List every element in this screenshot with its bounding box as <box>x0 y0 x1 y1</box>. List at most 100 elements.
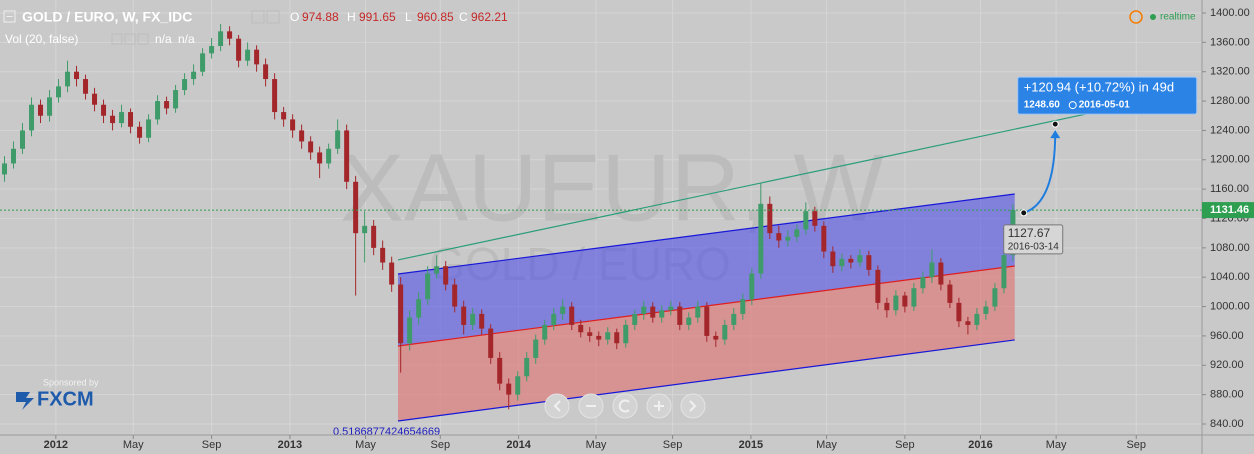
x-tick-label: 2014 <box>506 439 531 451</box>
candle-body <box>893 295 899 311</box>
candle-body <box>236 38 242 61</box>
sponsor-logo[interactable]: FXCM <box>16 388 94 410</box>
candle-body <box>938 262 944 285</box>
channel-upper-fill <box>397 193 1015 346</box>
candle-body <box>245 49 251 61</box>
candle-body <box>101 104 107 116</box>
y-tick-label: 1040.00 <box>1210 271 1250 283</box>
icon[interactable] <box>111 33 123 45</box>
candle-body <box>209 46 215 54</box>
projection-box <box>1017 76 1198 115</box>
last-price-tag <box>1202 202 1254 219</box>
candle-body <box>839 258 845 267</box>
candle-body <box>227 31 233 39</box>
reset-button[interactable] <box>612 393 638 419</box>
candle-body <box>128 112 134 127</box>
navigation <box>544 393 706 419</box>
volume-value: n/a <box>178 32 195 46</box>
candle-body <box>947 284 953 303</box>
arrow-head <box>1050 130 1061 139</box>
x-tick-label: 2012 <box>44 439 68 451</box>
clock-icon <box>1068 101 1077 110</box>
candle-body <box>425 273 431 300</box>
x-tick-label: May <box>1046 439 1067 451</box>
candle-body <box>479 313 485 329</box>
candle-body <box>866 255 872 270</box>
projection-arrow <box>1023 132 1057 214</box>
y-tick-label: 1080.00 <box>1210 242 1250 254</box>
candle-body <box>821 225 827 252</box>
candle-body <box>884 302 890 311</box>
alert-icon[interactable] <box>1129 10 1143 24</box>
x-tick-label: May <box>355 439 376 451</box>
candle-body <box>992 288 998 307</box>
candle-body <box>533 339 539 358</box>
trend-line <box>397 112 1092 261</box>
candle-body <box>560 306 566 314</box>
collapse-icon[interactable] <box>3 10 16 23</box>
legend-value: 991.65 <box>359 10 396 24</box>
y-tick-label: 1280.00 <box>1210 95 1250 107</box>
candle-body <box>704 306 710 336</box>
candle-body <box>722 324 728 340</box>
status-dot <box>1150 14 1156 20</box>
logo-icon <box>16 392 34 410</box>
candle-body <box>164 101 170 109</box>
candle-body <box>497 357 503 384</box>
icon[interactable] <box>137 33 149 45</box>
x-tick-label: 2016 <box>968 439 992 451</box>
icon[interactable] <box>251 10 265 24</box>
projection-target-date: 2016-05-01 <box>1079 100 1131 111</box>
candle-body <box>641 306 647 314</box>
y-tick-label: 1160.00 <box>1210 183 1249 195</box>
legend-key: L <box>405 10 412 24</box>
channel-label: 0.5186877424654669 <box>333 426 440 438</box>
y-tick-label: 1000.00 <box>1210 300 1250 312</box>
start-price: 1127.67 <box>1008 226 1051 240</box>
candle-body <box>155 101 161 120</box>
icon <box>618 399 630 413</box>
candle-body <box>92 93 98 105</box>
candle-body <box>146 119 152 138</box>
candle-body <box>632 313 638 325</box>
candle-body <box>542 324 548 340</box>
candle-body <box>299 130 305 142</box>
x-tick-label: Sep <box>663 439 683 451</box>
volume-value: n/a <box>155 32 172 46</box>
icon <box>553 400 561 412</box>
candle-body <box>470 313 476 325</box>
candle-body <box>848 258 854 263</box>
candle-body <box>200 53 206 72</box>
candle-body <box>794 229 800 237</box>
scroll-right-button[interactable] <box>680 393 706 419</box>
candle-body <box>281 112 287 120</box>
candle-body <box>263 64 269 80</box>
candle-body <box>452 284 458 307</box>
candle-body <box>56 86 62 98</box>
header-icons <box>111 10 280 45</box>
candle-body <box>344 130 350 182</box>
icon <box>654 401 664 411</box>
candle-body <box>2 163 8 175</box>
candle-body <box>488 328 494 358</box>
x-tick-label: May <box>816 439 837 451</box>
candle-body <box>362 225 368 234</box>
candle-body <box>461 306 467 325</box>
channel-lower-line <box>397 339 1015 422</box>
icon[interactable] <box>124 33 136 45</box>
candle-body <box>272 79 278 113</box>
legend-key: C <box>459 10 468 24</box>
candle-body <box>335 130 341 149</box>
channel-upper-line <box>397 193 1015 275</box>
x-tick-label: Sep <box>202 439 222 451</box>
x-tick-label: Sep <box>1126 439 1146 451</box>
icon[interactable] <box>266 10 280 24</box>
candle-body <box>326 148 332 164</box>
x-tick-label: 2015 <box>739 439 763 451</box>
candle-body <box>785 236 791 241</box>
projection-label: +120.94 (+10.72%) in 49d <box>1024 80 1174 95</box>
candle-body <box>965 321 971 325</box>
candle-body <box>767 203 773 234</box>
candle-body <box>308 141 314 153</box>
scroll-left-button[interactable] <box>544 393 570 419</box>
